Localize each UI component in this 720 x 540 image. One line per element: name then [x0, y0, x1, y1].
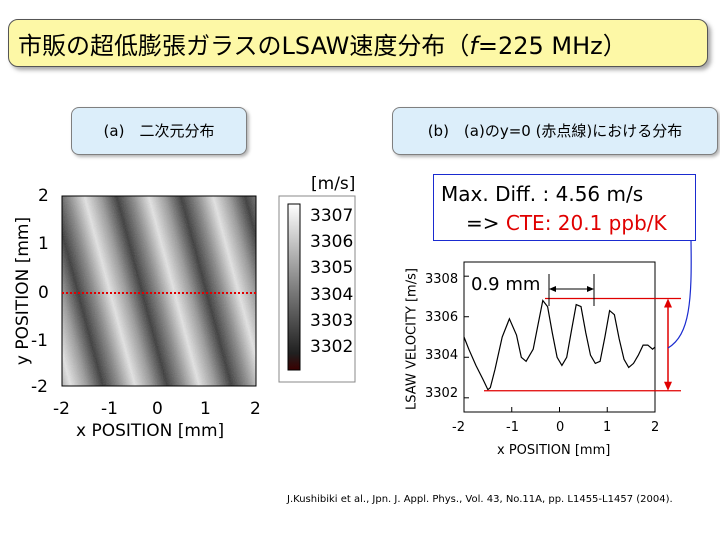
slide-title: 市販の超低膨張ガラスのLSAW速度分布（f=225 MHz）: [18, 32, 627, 60]
b-y-tick: 3304: [425, 348, 459, 363]
panel-b-xlabel: x POSITION [mm]: [497, 443, 611, 458]
colorbar-label: 3303: [310, 311, 354, 331]
b-x-tick: -1: [506, 420, 519, 435]
b-x-tick: -2: [452, 420, 465, 435]
y-tick: 1: [38, 234, 49, 254]
callout-connector: [667, 240, 692, 349]
panel-b-ylabel: LSAW VELOCITY [m/s]: [404, 268, 420, 410]
panel-a-xlabel: x POSITION [mm]: [76, 421, 225, 441]
period-arrowhead-right: [587, 286, 594, 292]
max-diff-callout: [433, 174, 696, 241]
b-x-tick: 0: [556, 420, 565, 435]
citation: J.Kushibiki et al., Jpn. J. Appl. Phys.,…: [287, 494, 673, 505]
cte-value: CTE: 20.1 ppb/K: [505, 211, 667, 235]
velocity-map: [61, 195, 257, 387]
panel-b-label: (b) (a)のy=0 (赤点線)における分布: [392, 107, 718, 155]
colorbar-label: 3304: [310, 285, 354, 305]
colorbar: [278, 195, 356, 383]
cte-text: => CTE: 20.1 ppb/K: [466, 211, 667, 235]
b-y-tick: 3306: [425, 310, 459, 325]
max-diff-arrowhead-bottom: [664, 381, 672, 391]
x-tick: 0: [152, 399, 163, 419]
x-tick: 1: [200, 399, 211, 419]
colorbar-label: 3306: [310, 232, 354, 252]
cte-prefix: =>: [466, 211, 506, 235]
period-label: 0.9 mm: [471, 274, 541, 295]
x-tick: 2: [250, 399, 261, 419]
x-tick: -2: [53, 399, 70, 419]
velocity-series-line: [463, 299, 656, 391]
panel-a-label: (a) 二次元分布: [71, 107, 247, 155]
b-y-tick: 3302: [425, 386, 459, 401]
colorbar-label: 3302: [310, 337, 354, 357]
y-tick: 0: [38, 283, 49, 303]
period-arrowhead-left: [549, 286, 556, 292]
max-diff-text: Max. Diff. : 4.56 m/s: [441, 182, 644, 206]
colorbar-label: 3307: [310, 206, 354, 226]
max-diff-arrowhead-top: [664, 298, 672, 308]
x-tick: -1: [101, 399, 118, 419]
colorbar-unit: [m/s]: [311, 174, 356, 194]
title-banner: [8, 19, 708, 67]
b-x-tick: 1: [603, 420, 612, 435]
b-x-tick: 2: [651, 420, 660, 435]
colorbar-label: 3305: [310, 258, 354, 278]
y-tick: 2: [38, 186, 49, 206]
b-y-tick: 3308: [425, 272, 459, 287]
y-tick: -2: [31, 377, 48, 397]
y-tick: -1: [31, 331, 48, 351]
